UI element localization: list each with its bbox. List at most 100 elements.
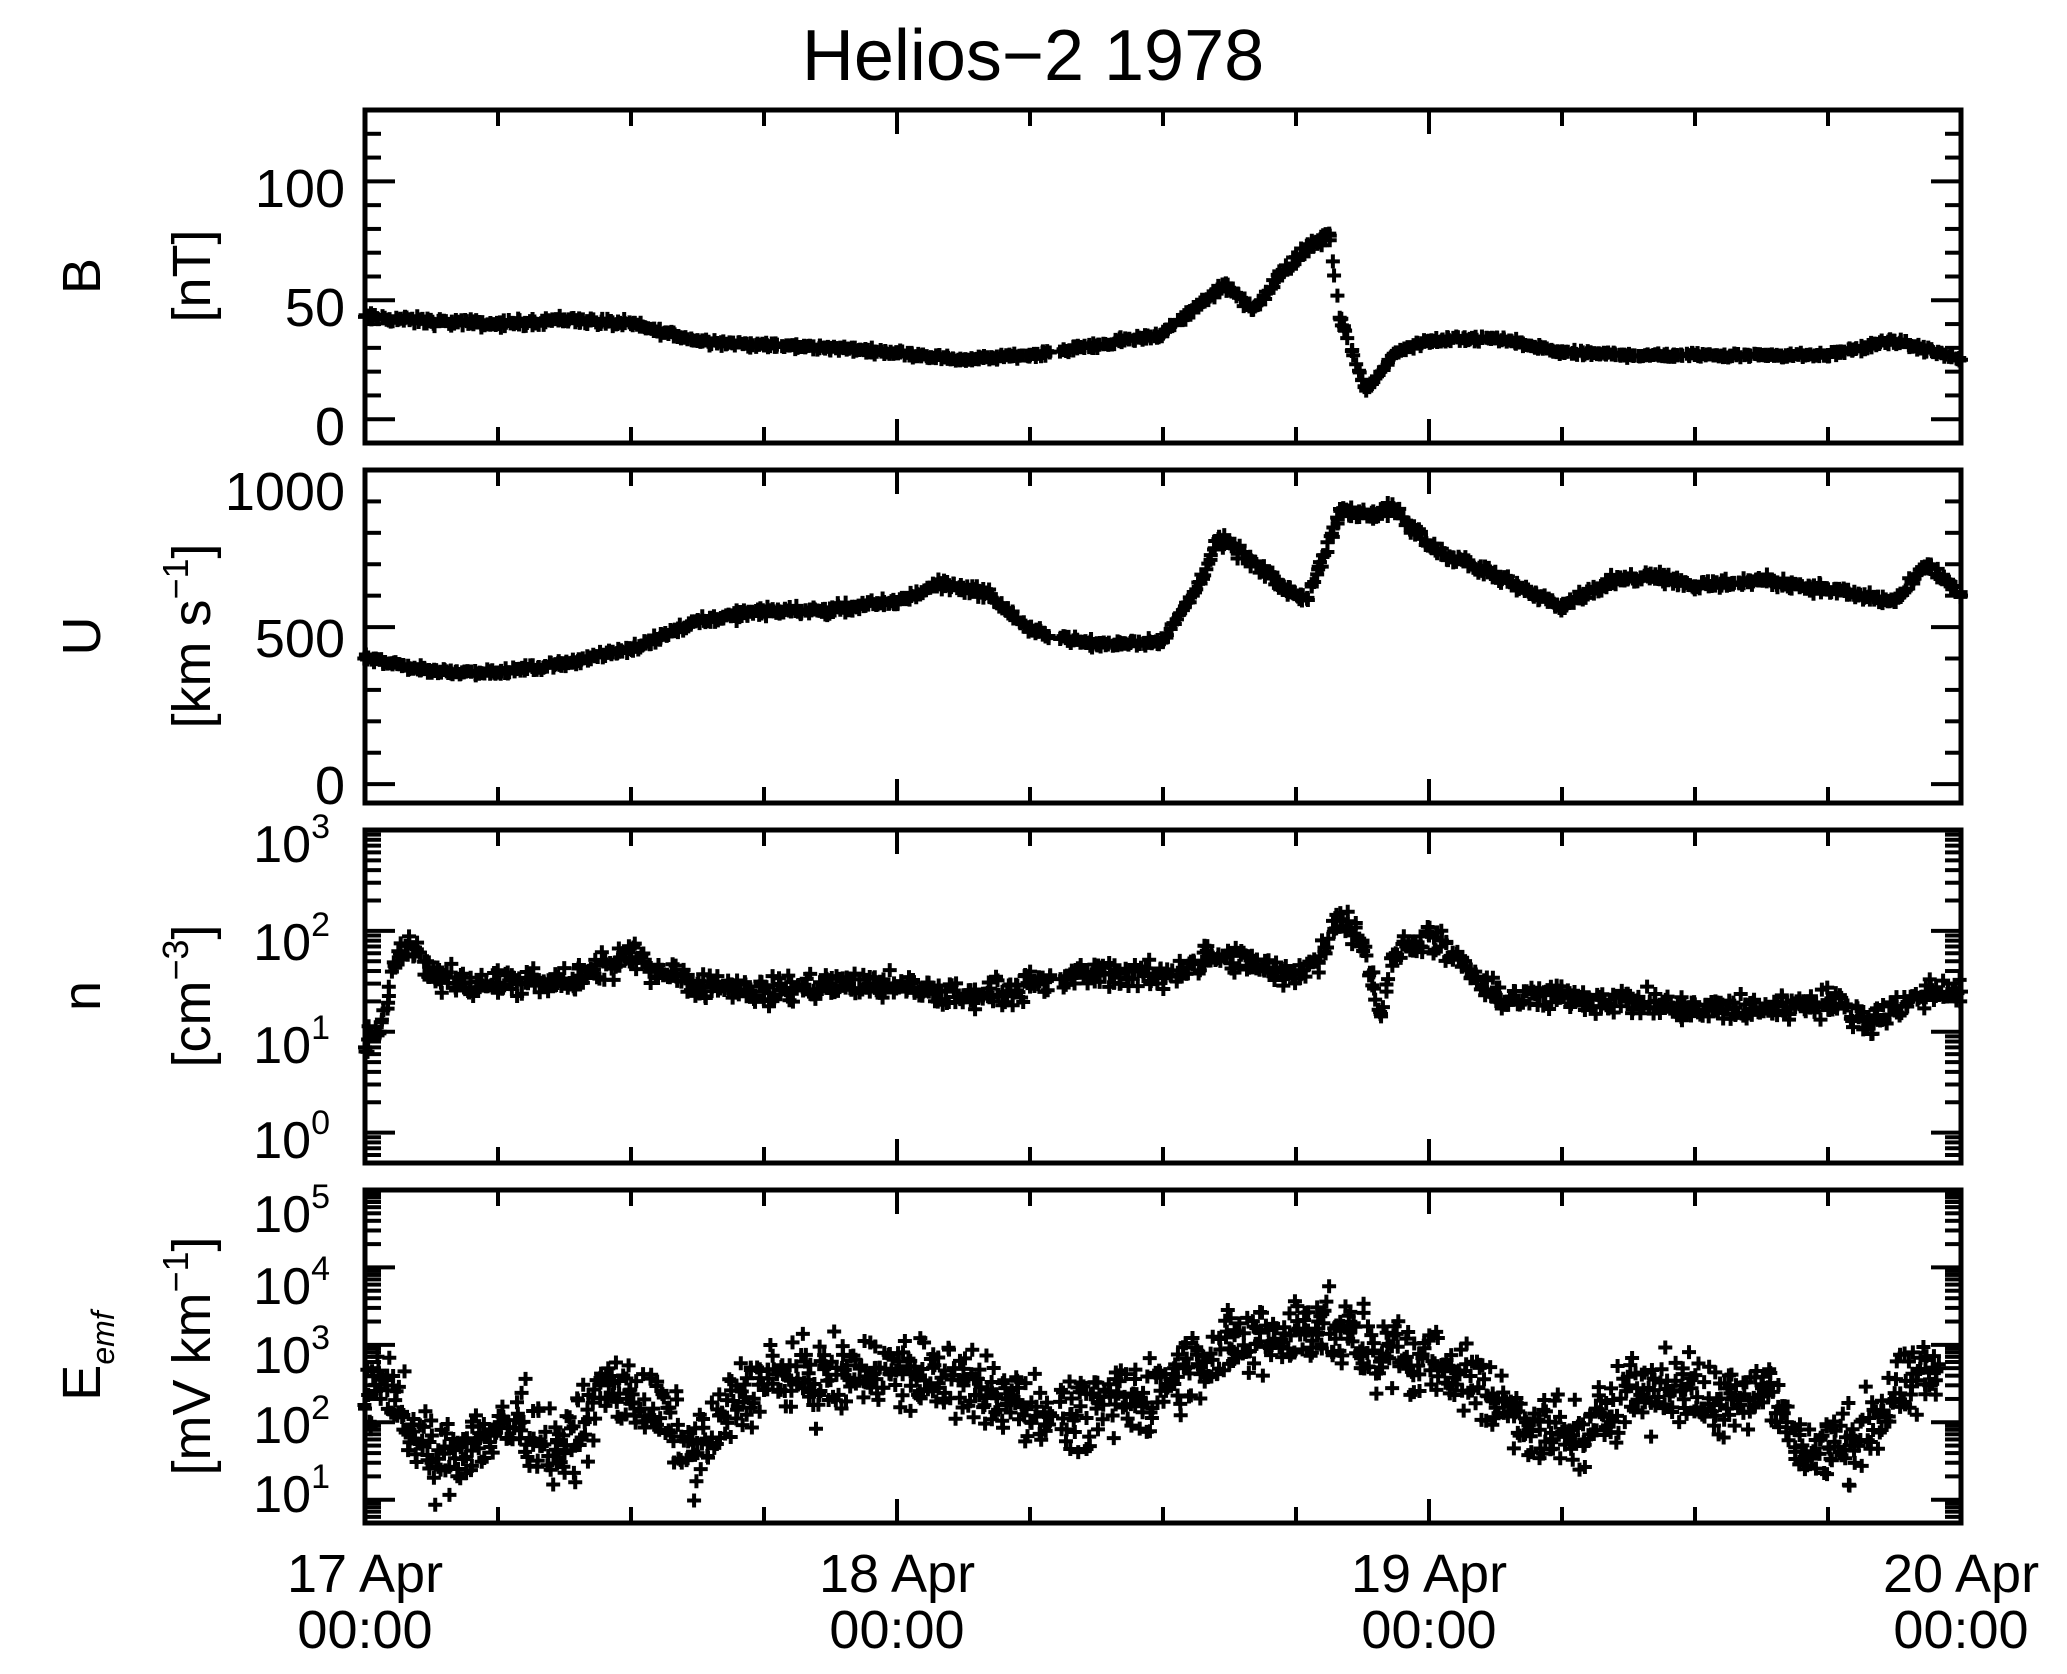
data-point — [627, 936, 642, 951]
data-point — [1039, 1395, 1054, 1410]
data-point — [1611, 1425, 1626, 1440]
data-point — [1708, 1408, 1723, 1423]
data-point — [1142, 952, 1157, 967]
data-point — [1928, 1387, 1943, 1402]
data-point — [927, 1358, 942, 1373]
data-point — [1390, 1339, 1405, 1354]
data-point — [588, 1411, 603, 1426]
data-point — [1058, 1434, 1073, 1449]
xtick-label-20apr-date: 20 Apr — [1883, 1544, 2039, 1604]
data-point — [629, 1374, 644, 1389]
data-point — [1301, 1323, 1315, 1338]
data-point — [1095, 1412, 1110, 1427]
data-point — [566, 1419, 581, 1434]
data-point — [1909, 1407, 1924, 1422]
data-point — [737, 975, 752, 990]
data-point — [746, 1396, 761, 1411]
data-point — [1843, 1438, 1858, 1453]
data-point — [1043, 968, 1058, 983]
data-point — [636, 946, 651, 961]
data-point — [1430, 1330, 1445, 1345]
data-point — [491, 665, 505, 680]
data-point — [720, 1415, 735, 1430]
data-point — [1926, 1349, 1941, 1364]
panel-e-points — [357, 1279, 1946, 1512]
data-point — [424, 1455, 439, 1470]
data-point — [1488, 990, 1503, 1005]
data-point — [763, 1337, 778, 1352]
data-point — [1792, 1417, 1807, 1432]
data-point — [1617, 1415, 1632, 1430]
data-point — [1311, 954, 1326, 969]
data-point — [1220, 1303, 1235, 1317]
data-point — [1156, 1394, 1171, 1409]
data-point — [1156, 326, 1170, 341]
data-point — [1821, 347, 1835, 362]
data-point — [1626, 1403, 1641, 1418]
data-point — [812, 1387, 827, 1402]
data-point — [789, 1359, 804, 1374]
data-point — [680, 967, 695, 982]
ylabel-e-main-letter: E — [52, 1365, 112, 1401]
ytick-label-e-1e4-base: 10 — [253, 1258, 311, 1316]
ytick-label-u-0: 0 — [315, 756, 345, 816]
data-point — [424, 1428, 439, 1443]
data-point — [757, 338, 771, 353]
data-point — [1241, 1365, 1256, 1380]
ytick-label-e-1e5-base: 10 — [253, 1186, 311, 1244]
data-point — [735, 1418, 750, 1433]
data-point — [1674, 990, 1689, 1005]
data-point — [1128, 1371, 1143, 1386]
data-point — [1887, 333, 1902, 348]
data-point — [965, 1342, 980, 1357]
data-point — [1359, 948, 1374, 963]
data-point — [1170, 1347, 1185, 1362]
data-point — [1073, 1399, 1088, 1414]
data-point — [1555, 990, 1569, 1005]
data-point — [1307, 574, 1322, 589]
data-point — [956, 352, 971, 367]
data-point — [1311, 1314, 1326, 1329]
data-point — [1733, 987, 1748, 1001]
data-point — [1327, 268, 1342, 283]
data-point — [1648, 986, 1663, 1001]
data-point — [827, 1324, 842, 1339]
data-point — [538, 1424, 553, 1439]
data-point — [972, 1362, 987, 1377]
data-point — [913, 1391, 928, 1406]
data-point — [655, 1387, 670, 1402]
data-point — [1053, 1394, 1068, 1409]
data-point — [979, 1348, 994, 1363]
data-point — [1178, 1361, 1193, 1376]
data-point — [690, 1446, 705, 1461]
panel-b-points — [358, 226, 1968, 398]
data-point — [723, 1429, 738, 1444]
data-point — [663, 1425, 678, 1440]
data-point — [1340, 331, 1355, 346]
data-point — [785, 994, 800, 1009]
data-point — [488, 1423, 503, 1438]
data-point — [1361, 1360, 1376, 1375]
data-point — [1379, 984, 1394, 999]
data-point — [823, 340, 838, 355]
data-point — [1142, 1424, 1157, 1439]
data-point — [1232, 1316, 1247, 1331]
data-point — [585, 1395, 600, 1410]
data-point — [1902, 1400, 1917, 1415]
data-point — [1815, 1428, 1830, 1443]
ytick-label-n-1e2-base: 10 — [253, 914, 311, 972]
data-point — [893, 1400, 908, 1415]
data-point — [474, 967, 489, 982]
data-point — [391, 1379, 406, 1394]
data-point — [1477, 1372, 1492, 1387]
data-point — [1754, 347, 1769, 362]
data-point — [358, 1040, 372, 1055]
data-point — [1473, 1357, 1488, 1372]
data-point — [1282, 1306, 1297, 1321]
data-point — [748, 988, 763, 1003]
data-point — [1089, 966, 1104, 981]
data-point — [1089, 1401, 1104, 1416]
data-point — [1621, 1378, 1636, 1393]
data-point — [867, 1361, 882, 1376]
data-point — [1708, 1365, 1723, 1380]
